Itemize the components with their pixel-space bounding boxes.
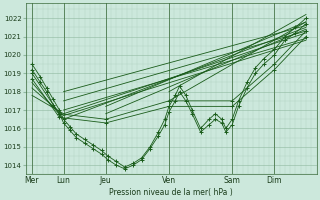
X-axis label: Pression niveau de la mer( hPa ): Pression niveau de la mer( hPa ) xyxy=(109,188,233,197)
